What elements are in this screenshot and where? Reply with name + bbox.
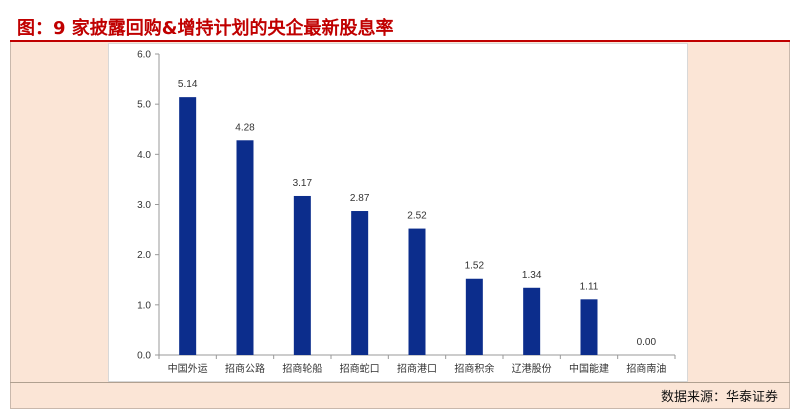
bar	[236, 140, 254, 355]
figure-title-bar: 图：9 家披露回购&增持计划的央企最新股息率	[10, 8, 790, 42]
y-tick-label: 2.0	[137, 250, 151, 261]
data-label: 1.52	[465, 261, 485, 272]
bar	[408, 228, 426, 355]
figure-title: 图：9 家披露回购&增持计划的央企最新股息率	[17, 18, 394, 39]
data-label: 2.87	[350, 193, 370, 204]
divider	[10, 382, 790, 383]
y-tick-label: 0.0	[137, 351, 151, 362]
bar	[465, 278, 483, 355]
x-tick-label: 招商积余	[454, 362, 494, 375]
data-label: 1.34	[522, 270, 542, 281]
data-label: 5.14	[178, 79, 198, 90]
x-tick-label: 招商公路	[225, 362, 265, 375]
data-label: 3.17	[293, 178, 313, 189]
data-label: 2.52	[407, 211, 427, 222]
bar	[293, 195, 311, 355]
bar	[523, 287, 541, 355]
source-note: 数据来源：华泰证券	[660, 390, 778, 405]
chart-area: 0.0 1.0 2.0 3.0 4.0 5.0 6.0 5.14 中国外运 4.28 招商公路 3.1…	[108, 43, 688, 382]
x-tick-label: 招商南油	[626, 362, 666, 375]
y-tick-label: 5.0	[137, 100, 151, 111]
y-tick-label: 4.0	[137, 150, 151, 161]
bar	[351, 211, 369, 355]
data-label: 4.28	[235, 122, 255, 133]
y-tick-label: 1.0	[137, 300, 151, 311]
x-tick-label: 招商蛇口	[340, 362, 380, 375]
y-tick-label: 3.0	[137, 200, 151, 211]
bar	[580, 299, 598, 355]
x-tick-label: 辽港股份	[512, 363, 552, 375]
data-label: 0.00	[637, 337, 657, 348]
data-label: 1.11	[580, 281, 599, 292]
x-tick-label: 中国外运	[168, 362, 208, 375]
x-tick-label: 招商港口	[397, 362, 437, 375]
x-tick-label: 招商轮船	[282, 362, 322, 375]
bar	[179, 97, 197, 355]
y-tick-label: 6.0	[137, 50, 151, 61]
bar-chart: 0.0 1.0 2.0 3.0 4.0 5.0 6.0 5.14 中国外运 4.28 招商公路 3.1…	[137, 50, 676, 375]
x-tick-label: 中国能建	[569, 362, 609, 375]
